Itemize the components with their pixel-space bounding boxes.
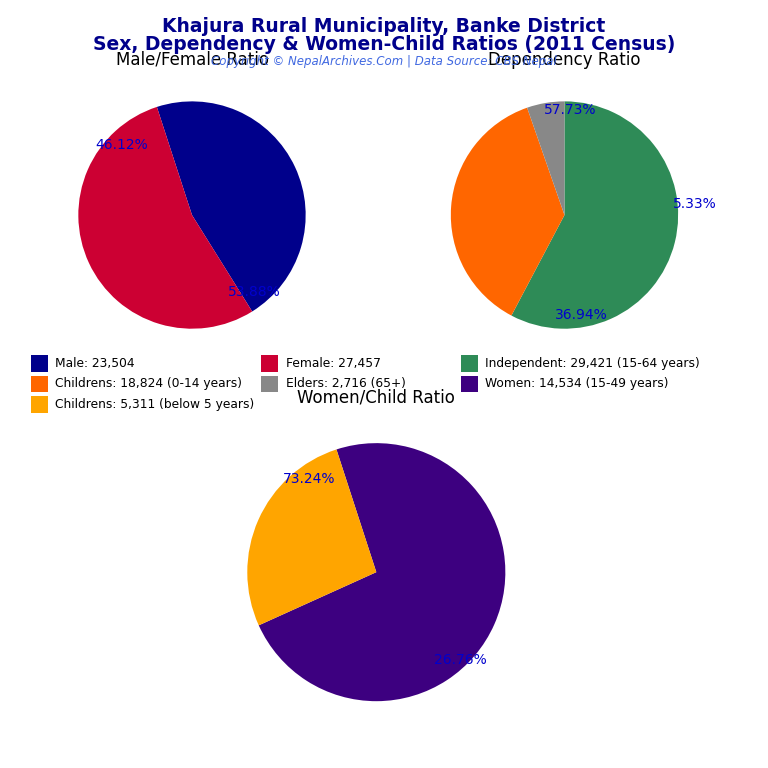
Text: Elders: 2,716 (65+): Elders: 2,716 (65+) — [286, 378, 406, 390]
Text: Independent: 29,421 (15-64 years): Independent: 29,421 (15-64 years) — [485, 357, 700, 369]
Text: 53.88%: 53.88% — [228, 286, 281, 300]
Text: Childrens: 5,311 (below 5 years): Childrens: 5,311 (below 5 years) — [55, 399, 254, 411]
Wedge shape — [78, 107, 252, 329]
Text: Childrens: 18,824 (0-14 years): Childrens: 18,824 (0-14 years) — [55, 378, 242, 390]
Title: Women/Child Ratio: Women/Child Ratio — [297, 389, 455, 406]
Text: Female: 27,457: Female: 27,457 — [286, 357, 381, 369]
Text: 73.24%: 73.24% — [283, 472, 336, 486]
Text: Khajura Rural Municipality, Banke District: Khajura Rural Municipality, Banke Distri… — [162, 17, 606, 36]
Text: 36.94%: 36.94% — [555, 308, 608, 322]
Wedge shape — [157, 101, 306, 312]
Title: Dependency Ratio: Dependency Ratio — [488, 51, 641, 68]
Wedge shape — [259, 443, 505, 701]
Wedge shape — [511, 101, 678, 329]
Text: Copyright © NepalArchives.Com | Data Source: CBS Nepal: Copyright © NepalArchives.Com | Data Sou… — [211, 55, 557, 68]
Text: Sex, Dependency & Women-Child Ratios (2011 Census): Sex, Dependency & Women-Child Ratios (20… — [93, 35, 675, 54]
Text: Male: 23,504: Male: 23,504 — [55, 357, 135, 369]
Text: Women: 14,534 (15-49 years): Women: 14,534 (15-49 years) — [485, 378, 669, 390]
Wedge shape — [527, 101, 564, 215]
Text: 46.12%: 46.12% — [95, 137, 148, 151]
Title: Male/Female Ratio: Male/Female Ratio — [115, 51, 269, 68]
Wedge shape — [451, 108, 564, 316]
Text: 57.73%: 57.73% — [544, 104, 597, 118]
Text: 5.33%: 5.33% — [674, 197, 717, 210]
Wedge shape — [247, 449, 376, 625]
Text: 26.76%: 26.76% — [434, 653, 487, 667]
